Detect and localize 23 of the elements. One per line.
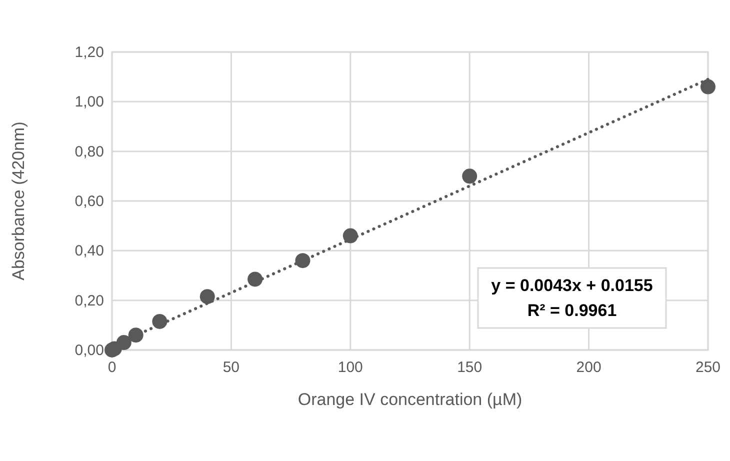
y-tick-label: 0,40 (74, 242, 104, 260)
point (700, 79, 716, 94)
y-axis-title: Absorbance (420nm) (9, 122, 28, 280)
annotation: y = 0.0043x + 0.0155 (491, 276, 653, 295)
point (200, 289, 215, 304)
x-tick-label: 50 (222, 359, 240, 376)
y-tick-label: 0,80 (74, 143, 104, 160)
x-tick-label: 100 (338, 359, 363, 376)
y-tick-label: 1,20 (74, 44, 104, 61)
y-tick-label: 0,00 (74, 342, 104, 359)
x-tick-label: 150 (457, 359, 482, 376)
point (152, 314, 168, 329)
point (128, 328, 144, 343)
y-tick-label: 0,20 (74, 292, 104, 310)
point (295, 253, 310, 268)
x-tick-label: 0 (108, 359, 116, 376)
point (462, 168, 478, 184)
x-tick-label: 200 (576, 359, 602, 376)
y-tick-label: 0,60 (74, 193, 104, 210)
annotation: R² = 0.9961 (527, 301, 617, 320)
y-tick-label: 1,00 (74, 94, 104, 111)
x-tick-label: 250 (695, 359, 721, 376)
x-axis-title: Orange IV concentration (µM) (298, 390, 522, 409)
